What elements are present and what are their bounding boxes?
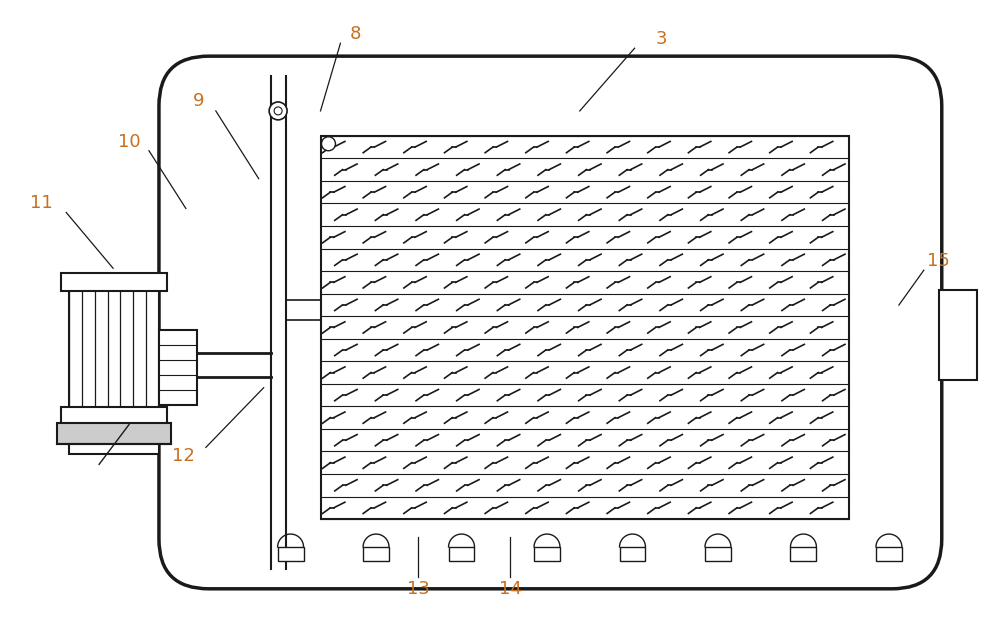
Circle shape — [321, 137, 335, 151]
Bar — [69, 285, 159, 454]
FancyBboxPatch shape — [159, 56, 942, 589]
Text: 15: 15 — [927, 252, 950, 270]
Text: 11: 11 — [30, 193, 53, 212]
Text: 8: 8 — [350, 25, 361, 43]
Bar — [449, 547, 474, 561]
Bar — [939, 290, 977, 380]
Bar — [790, 547, 816, 561]
Bar — [61, 273, 167, 291]
Bar — [61, 406, 167, 425]
Text: 3: 3 — [656, 31, 667, 48]
Bar — [620, 547, 645, 561]
Bar — [705, 547, 731, 561]
Bar — [534, 547, 560, 561]
Text: 13: 13 — [407, 580, 430, 598]
Text: 12: 12 — [172, 447, 195, 466]
Bar — [57, 422, 171, 445]
Bar — [320, 136, 849, 519]
Text: 14: 14 — [499, 580, 521, 598]
Text: 10: 10 — [118, 133, 140, 151]
Bar — [876, 547, 902, 561]
Circle shape — [269, 102, 287, 120]
Bar — [278, 547, 304, 561]
Circle shape — [274, 107, 282, 115]
Bar — [159, 330, 197, 404]
Text: 9: 9 — [193, 92, 205, 110]
Bar — [363, 547, 389, 561]
